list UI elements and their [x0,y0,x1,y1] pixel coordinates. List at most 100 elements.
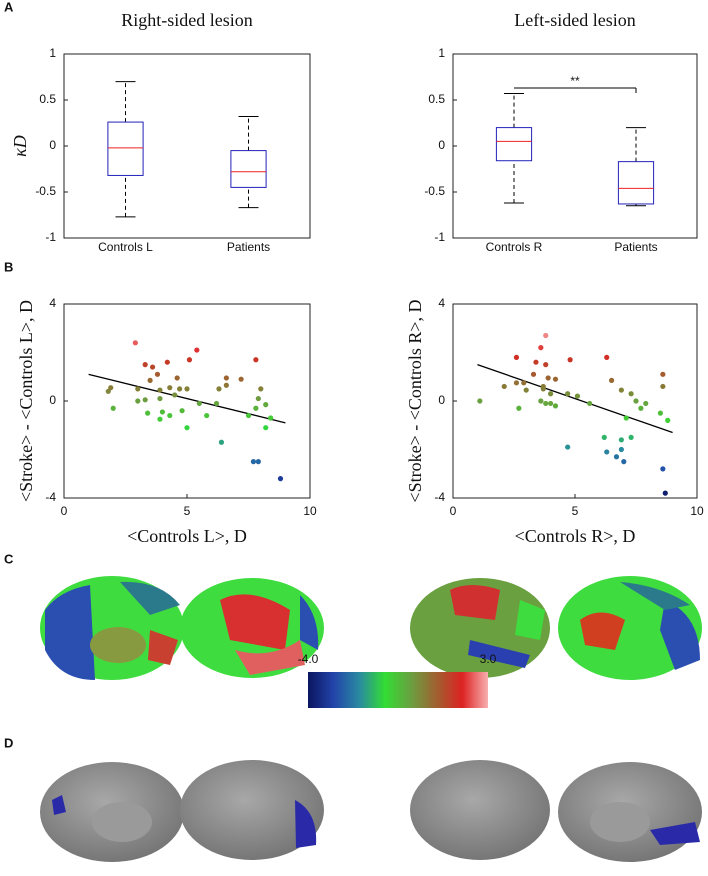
point [565,444,571,450]
point [179,408,185,414]
point [167,385,173,391]
point [108,385,114,391]
point [164,359,170,365]
y-axis-label: κD [10,135,30,157]
box [107,121,144,176]
point [552,376,559,382]
point [157,416,163,422]
point [660,383,666,390]
point [135,386,141,392]
chart-title: Left-sided lesion [514,10,635,30]
point [255,459,261,465]
y-tick-label: 0.5 [428,92,445,106]
point [628,391,634,397]
chart-title: Right-sided lesion [121,10,253,30]
point [477,398,483,404]
point [253,405,259,411]
point [145,410,151,416]
point [147,377,153,383]
point [258,386,264,392]
point [574,393,581,399]
point [567,357,573,363]
y-axis-label: <Stroke> - <Controls R>, D [405,299,425,502]
x-axis-label: <Controls R>, D [515,526,636,546]
point [657,410,664,416]
x-tick-label: Controls L [98,240,153,254]
point [132,340,138,346]
point [618,446,624,453]
point [613,454,620,460]
y-tick-label: -4 [434,490,445,504]
colorbar-label: 3.0 [480,652,497,666]
panel-label: B [4,259,13,274]
point [609,377,615,383]
point [263,425,269,431]
x-tick-label: 5 [184,504,191,518]
point [604,354,610,360]
y-tick-label: -4 [45,490,56,504]
point [142,397,148,403]
point [543,400,549,407]
point [638,405,644,411]
point [601,434,607,440]
y-tick-label: -0.5 [424,184,445,198]
box [617,161,655,205]
point [543,362,549,368]
fit-line [88,373,286,424]
point [552,403,559,409]
point [194,347,200,353]
point [513,380,520,386]
point [263,402,269,408]
y-tick-label: -1 [434,230,445,244]
point [174,375,180,381]
point [643,400,649,407]
point [565,391,571,397]
point [501,383,507,390]
point [172,392,178,398]
point [238,376,244,382]
y-tick-label: 0.5 [39,92,56,106]
point [621,459,627,465]
point [538,398,544,404]
panel-label: C [4,551,14,566]
point [533,359,539,365]
point [618,387,624,393]
x-tick-label: 0 [61,504,68,518]
brain-map-d [40,760,702,862]
point [167,412,173,419]
point [521,380,527,386]
point [110,405,116,411]
point [213,400,220,407]
y-tick-label: -1 [45,230,56,244]
point [587,400,593,407]
point [159,409,165,415]
point [277,476,284,482]
point [548,400,554,407]
point [530,371,537,377]
x-tick-label: 10 [690,504,704,518]
point [105,388,111,394]
box [230,150,267,188]
point [604,449,610,455]
point [255,395,261,402]
point [184,425,190,431]
point [513,354,520,360]
point [223,382,229,388]
plot-frame [63,303,311,499]
brain-map-c [40,576,702,680]
point [177,386,183,392]
point [223,375,229,381]
y-tick-label: 0 [49,138,56,152]
x-tick-label: Patients [614,240,657,254]
point [523,387,529,393]
point [628,434,634,440]
colorbar [308,672,488,708]
panel-label: A [4,0,14,14]
point [216,386,222,392]
point [660,466,666,472]
y-tick-label: 1 [49,46,56,60]
fit-line [477,364,673,434]
x-tick-label: 10 [303,504,317,518]
point [149,364,156,370]
